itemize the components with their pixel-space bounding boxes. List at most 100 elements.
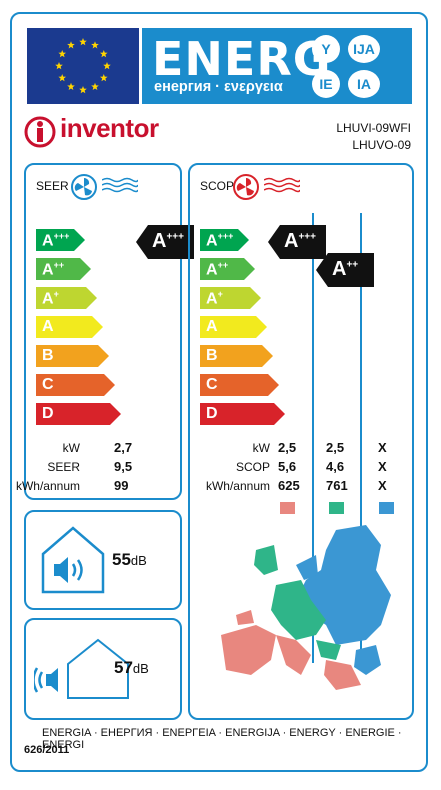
energy-class-bar: A++: [200, 258, 256, 280]
scop-row-value: 4,6: [326, 459, 345, 474]
indoor-noise-panel: 55dB: [24, 510, 182, 610]
energy-class-label: B: [206, 347, 218, 364]
rating-class-label: A+++: [284, 230, 316, 252]
heating-waves-icon: [264, 177, 300, 193]
energ-subtitle: енергия · ενεργεια: [154, 79, 283, 95]
lang-code-y: Y: [312, 35, 340, 63]
eu-star-icon: [58, 74, 67, 82]
energy-class-label: C: [206, 376, 218, 393]
energy-class-bar: B: [200, 345, 274, 367]
outdoor-house-speaker-icon: [34, 638, 129, 699]
energy-class-label: A+: [206, 289, 223, 308]
energy-class-label: D: [206, 405, 218, 422]
cooling-waves-icon: [102, 177, 138, 193]
column-divider: [312, 213, 314, 663]
energy-class-label: C: [42, 376, 54, 393]
eu-star-icon: [55, 62, 63, 70]
eu-star-icon: [99, 50, 108, 58]
scop-row-value: X: [378, 478, 387, 493]
scop-row-value: 625: [278, 478, 300, 493]
footer-languages: ENERGIA · ЕНЕРГИЯ · ΕΝΕΡΓΕΙΑ · ENERGIJA …: [42, 727, 402, 751]
scop-row-label: kWh/annum: [205, 479, 270, 493]
energy-class-label: A: [42, 318, 54, 335]
brand-name: inventor: [60, 113, 159, 143]
map-average-zone: [254, 545, 341, 660]
outdoor-noise-panel: 57dB: [24, 618, 182, 720]
scop-row-value: X: [378, 459, 387, 474]
energy-class-bar: C: [36, 374, 116, 396]
energy-class-bar: A+: [36, 287, 98, 309]
energy-class-bar: A+++: [200, 229, 250, 251]
label-frame: [10, 12, 428, 772]
eu-star-icon: [67, 41, 75, 49]
seer-row-value: 99: [114, 478, 129, 493]
indoor-house-speaker-icon: [41, 526, 105, 594]
scop-row-value: 5,6: [278, 459, 297, 474]
eu-star-icon: [67, 82, 75, 91]
outdoor-noise-value: 57dB: [114, 658, 149, 677]
indoor-model: LHUVI-09WFI: [336, 121, 411, 135]
scop-row-value: 2,5: [278, 440, 297, 455]
regulation-number: 626/2011: [24, 744, 70, 756]
energy-class-bar: B: [36, 345, 110, 367]
outdoor-model: LHUVO-09: [352, 138, 411, 152]
noise-unit: dB: [130, 553, 147, 568]
column-divider: [360, 213, 362, 663]
zone-swatch-warmer: [280, 502, 295, 514]
energy-class-bar: A: [200, 316, 268, 338]
scop-rating-arrow-average: A++: [316, 253, 374, 287]
heating-fan-icon: [233, 174, 259, 200]
seer-title: SEER: [36, 179, 69, 193]
energy-class-bar: A+: [200, 287, 262, 309]
eu-flag-icon: [27, 28, 139, 104]
brand-logo: inventor: [24, 113, 159, 153]
map-warmer-zone: [221, 610, 361, 690]
europe-climate-map-icon: [221, 525, 391, 690]
zone-swatch-colder: [379, 502, 394, 514]
scop-rating-arrow-warmer: A+++: [268, 225, 326, 259]
seer-row-value: 9,5: [114, 459, 133, 474]
indoor-noise-value: 55dB: [112, 550, 147, 569]
eu-star-icon: [79, 38, 87, 46]
energy-class-label: A++: [206, 260, 229, 279]
seer-row-label: kWh/annum: [15, 479, 80, 493]
scop-panel: SCOP A+++ A++ A+ A B C D A+++ A++ kW 2,5 2,5 X SCOP…: [188, 163, 414, 720]
lang-code-ia: IA: [348, 70, 380, 98]
scop-row-label: kW: [252, 441, 270, 455]
eu-star-icon: [103, 62, 111, 70]
energy-class-bar: A+++: [36, 229, 86, 251]
eu-star-icon: [91, 82, 99, 91]
energy-banner: ENERG енергия · ενεργεια Y IJA IE IA: [142, 28, 412, 104]
scop-row-label: SCOP: [235, 460, 270, 474]
energy-class-label: B: [42, 347, 54, 364]
energy-class-bar: A++: [36, 258, 92, 280]
eu-star-icon: [79, 86, 87, 94]
noise-unit: dB: [132, 661, 149, 676]
cooling-fan-icon: [71, 174, 97, 200]
scop-row-value: 2,5: [326, 440, 345, 455]
seer-rating-arrow: A+++: [136, 225, 194, 259]
energy-class-label: A: [206, 318, 218, 335]
inventor-logo-icon: [24, 116, 56, 148]
energy-class-bar: A: [36, 316, 104, 338]
seer-row-label: kW: [62, 441, 80, 455]
energy-class-bar: C: [200, 374, 280, 396]
scop-row-value: 761: [326, 478, 348, 493]
energy-class-bar: D: [36, 403, 122, 425]
scop-row-value: X: [378, 440, 387, 455]
eu-star-icon: [58, 50, 67, 58]
seer-row-value: 2,7: [114, 440, 133, 455]
seer-panel: SEER A+++ A++ A+ A B C D A+++ kW 2,7 SEER 9,5 kWh/…: [16, 163, 194, 500]
eu-star-icon: [91, 41, 99, 49]
lang-code-ija: IJA: [348, 35, 380, 63]
energy-class-label: A+++: [42, 231, 70, 250]
energy-class-bar: D: [200, 403, 286, 425]
energy-class-label: A++: [42, 260, 65, 279]
seer-row-label: SEER: [47, 460, 80, 474]
rating-class-label: A+++: [152, 230, 184, 252]
lang-code-ie: IE: [312, 70, 340, 98]
model-numbers: LHUVI-09WFI LHUVO-09: [336, 120, 411, 154]
energy-class-label: A+: [42, 289, 59, 308]
energ-word: ENERG: [152, 32, 332, 86]
zone-swatch-average: [329, 502, 344, 514]
